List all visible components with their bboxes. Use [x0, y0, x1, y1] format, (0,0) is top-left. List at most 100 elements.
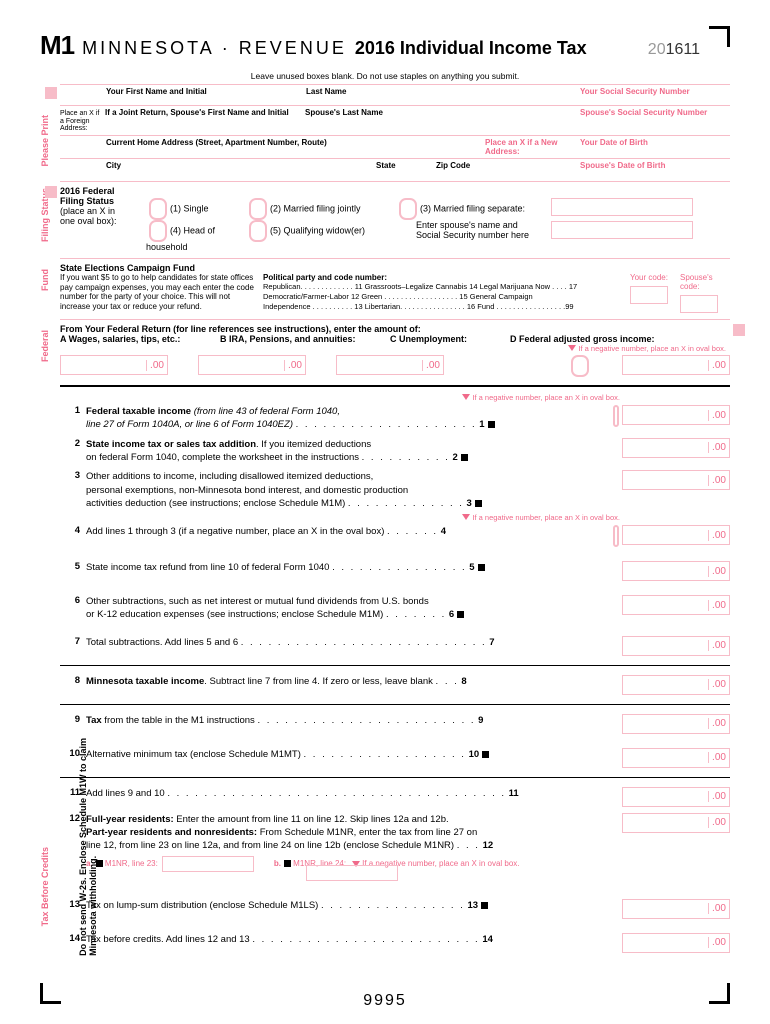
- line-5-num: 5: [60, 561, 86, 572]
- line-9-text: Tax from the table in the M1 instruction…: [86, 714, 610, 727]
- fed-c-input[interactable]: .00: [336, 355, 444, 375]
- spouse-dob-label: Spouse's Date of Birth: [580, 161, 730, 177]
- line-14-text: Tax before credits. Add lines 12 and 13 …: [86, 933, 610, 946]
- fund-title: State Elections Campaign Fund: [60, 263, 730, 273]
- dob-label: Your Date of Birth: [580, 138, 730, 156]
- opt-joint: (2) Married filing jointly: [270, 203, 361, 213]
- fed-d-oval[interactable]: [571, 355, 589, 377]
- pink-marker-icon: [45, 87, 57, 99]
- oval-joint[interactable]: [249, 198, 267, 220]
- form-title: 2016 Individual Income Tax: [355, 38, 587, 59]
- line-10-input[interactable]: .00: [622, 748, 730, 768]
- line-3-text: Other additions to income, including dis…: [86, 470, 610, 510]
- line-11-text: Add lines 9 and 10 . . . . . . . . . . .…: [86, 787, 610, 800]
- side-credits: Tax Before Credits: [40, 847, 50, 926]
- line-8-text: Minnesota taxable income. Subtract line …: [86, 675, 610, 688]
- line-12b-input[interactable]: [306, 865, 398, 881]
- filing-status-label: Filing Status: [60, 196, 146, 206]
- fed-b: B IRA, Pensions, and annuities:: [220, 334, 390, 344]
- side-w2: Do not send W-2s. Enclose Schedule M1W t…: [78, 737, 98, 956]
- parties-list: Republican. . . . . . . . . . . . . 11 G…: [263, 282, 630, 311]
- line-13-text: Tax on lump-sum distribution (enclose Sc…: [86, 899, 610, 912]
- filing-sub2: one oval box):: [60, 216, 146, 226]
- line-3-num: 3: [60, 470, 86, 481]
- side-print: Please Print: [40, 115, 50, 167]
- pink-marker-icon: [45, 186, 57, 198]
- parties-label: Political party and code number:: [263, 273, 630, 282]
- oval-single[interactable]: [149, 198, 167, 220]
- opt-sep: (3) Married filing separate:: [420, 203, 525, 213]
- fed-d: D Federal adjusted gross income:: [510, 334, 730, 344]
- line-11-input[interactable]: .00: [622, 787, 730, 807]
- line-6-input[interactable]: .00: [622, 595, 730, 615]
- side-fund: Fund: [40, 269, 50, 291]
- triangle-icon: [462, 514, 470, 520]
- form-header: M1 MINNESOTA · REVENUE 2016 Individual I…: [40, 30, 730, 61]
- form-number: 201611: [648, 41, 700, 59]
- line-1-oval[interactable]: [613, 405, 619, 427]
- neg-note-1: If a negative number, place an X in oval…: [472, 393, 620, 402]
- line-7-text: Total subtractions. Add lines 5 and 6 . …: [86, 636, 610, 649]
- oval-head[interactable]: [149, 220, 167, 242]
- your-code-input[interactable]: [630, 286, 668, 304]
- line-12-input[interactable]: .00: [622, 813, 730, 833]
- oval-separate[interactable]: [399, 198, 417, 220]
- dept-name: MINNESOTA · REVENUE: [82, 38, 347, 59]
- pink-marker-icon: [733, 324, 745, 336]
- side-col: Place an X if a Foreign Address:: [60, 108, 105, 133]
- line-7-input[interactable]: .00: [622, 636, 730, 656]
- corner-marker-bl: [40, 983, 61, 1004]
- line-1-text: Federal taxable income (from line 43 of …: [86, 405, 610, 432]
- oval-widow[interactable]: [249, 220, 267, 242]
- fed-d-input[interactable]: .00: [622, 355, 730, 375]
- line-3-input[interactable]: .00: [622, 470, 730, 490]
- line-10-text: Alternative minimum tax (enclose Schedul…: [86, 748, 610, 761]
- line-2-input[interactable]: .00: [622, 438, 730, 458]
- spouse-last-label: Spouse's Last Name: [305, 108, 505, 133]
- filing-sub1: (place an X in: [60, 206, 146, 216]
- fund-desc: If you want $5 to go to help candidates …: [60, 273, 255, 315]
- spouse-ssn-here: Social Security number here: [396, 230, 551, 240]
- line-4-num: 4: [60, 525, 86, 536]
- line-9-input[interactable]: .00: [622, 714, 730, 734]
- line-6-text: Other subtractions, such as net interest…: [86, 595, 610, 622]
- fed-c: C Unemployment:: [390, 334, 510, 344]
- line-5-input[interactable]: .00: [622, 561, 730, 581]
- line-4-text: Add lines 1 through 3 (if a negative num…: [86, 525, 610, 538]
- side-federal: Federal: [40, 330, 50, 362]
- line-12a-input[interactable]: [162, 856, 254, 872]
- spouse-code-input[interactable]: [680, 295, 718, 313]
- federal-intro: From Your Federal Return (for line refer…: [60, 324, 730, 334]
- line-6-num: 6: [60, 595, 86, 606]
- fed-a-input[interactable]: .00: [60, 355, 168, 375]
- line-4-input[interactable]: .00: [622, 525, 730, 545]
- opt-widow: (5) Qualifying widow(er): [270, 225, 365, 235]
- first-name-label: Your First Name and Initial: [106, 87, 306, 103]
- fed-b-input[interactable]: .00: [198, 355, 306, 375]
- instruction-text: Leave unused boxes blank. Do not use sta…: [40, 71, 730, 81]
- form-code: M1: [40, 30, 74, 61]
- line-7-num: 7: [60, 636, 86, 647]
- line-4-oval[interactable]: [613, 525, 619, 547]
- ssn-label: Your Social Security Number: [580, 87, 730, 103]
- line-13-input[interactable]: .00: [622, 899, 730, 919]
- line-8-input[interactable]: .00: [622, 675, 730, 695]
- spouse-ssn-input[interactable]: [551, 221, 693, 239]
- line-8-num: 8: [60, 675, 86, 686]
- bottom-number: 9995: [363, 992, 407, 1010]
- triangle-icon: [462, 394, 470, 400]
- line-14-input[interactable]: .00: [622, 933, 730, 953]
- zip-label: Zip Code: [436, 161, 526, 177]
- spouse-code-label: Spouse's code:: [680, 273, 730, 291]
- line-2-text: State income tax or sales tax addition. …: [86, 438, 610, 465]
- fed-a: A Wages, salaries, tips, etc.:: [60, 334, 220, 344]
- spouse-name-here: Enter spouse's name and: [396, 220, 551, 230]
- new-addr-label: Place an X if a New Address:: [485, 138, 580, 156]
- spouse-name-input[interactable]: [551, 198, 693, 216]
- neg-note-4: If a negative number, place an X in oval…: [472, 513, 620, 522]
- line-1-num: 1: [60, 405, 86, 416]
- filing-heading: 2016 Federal: [60, 186, 146, 196]
- line-1-input[interactable]: .00: [622, 405, 730, 425]
- neg-note: If a negative number, place an X in oval…: [578, 344, 726, 353]
- spouse-first-label: If a Joint Return, Spouse's First Name a…: [105, 108, 305, 133]
